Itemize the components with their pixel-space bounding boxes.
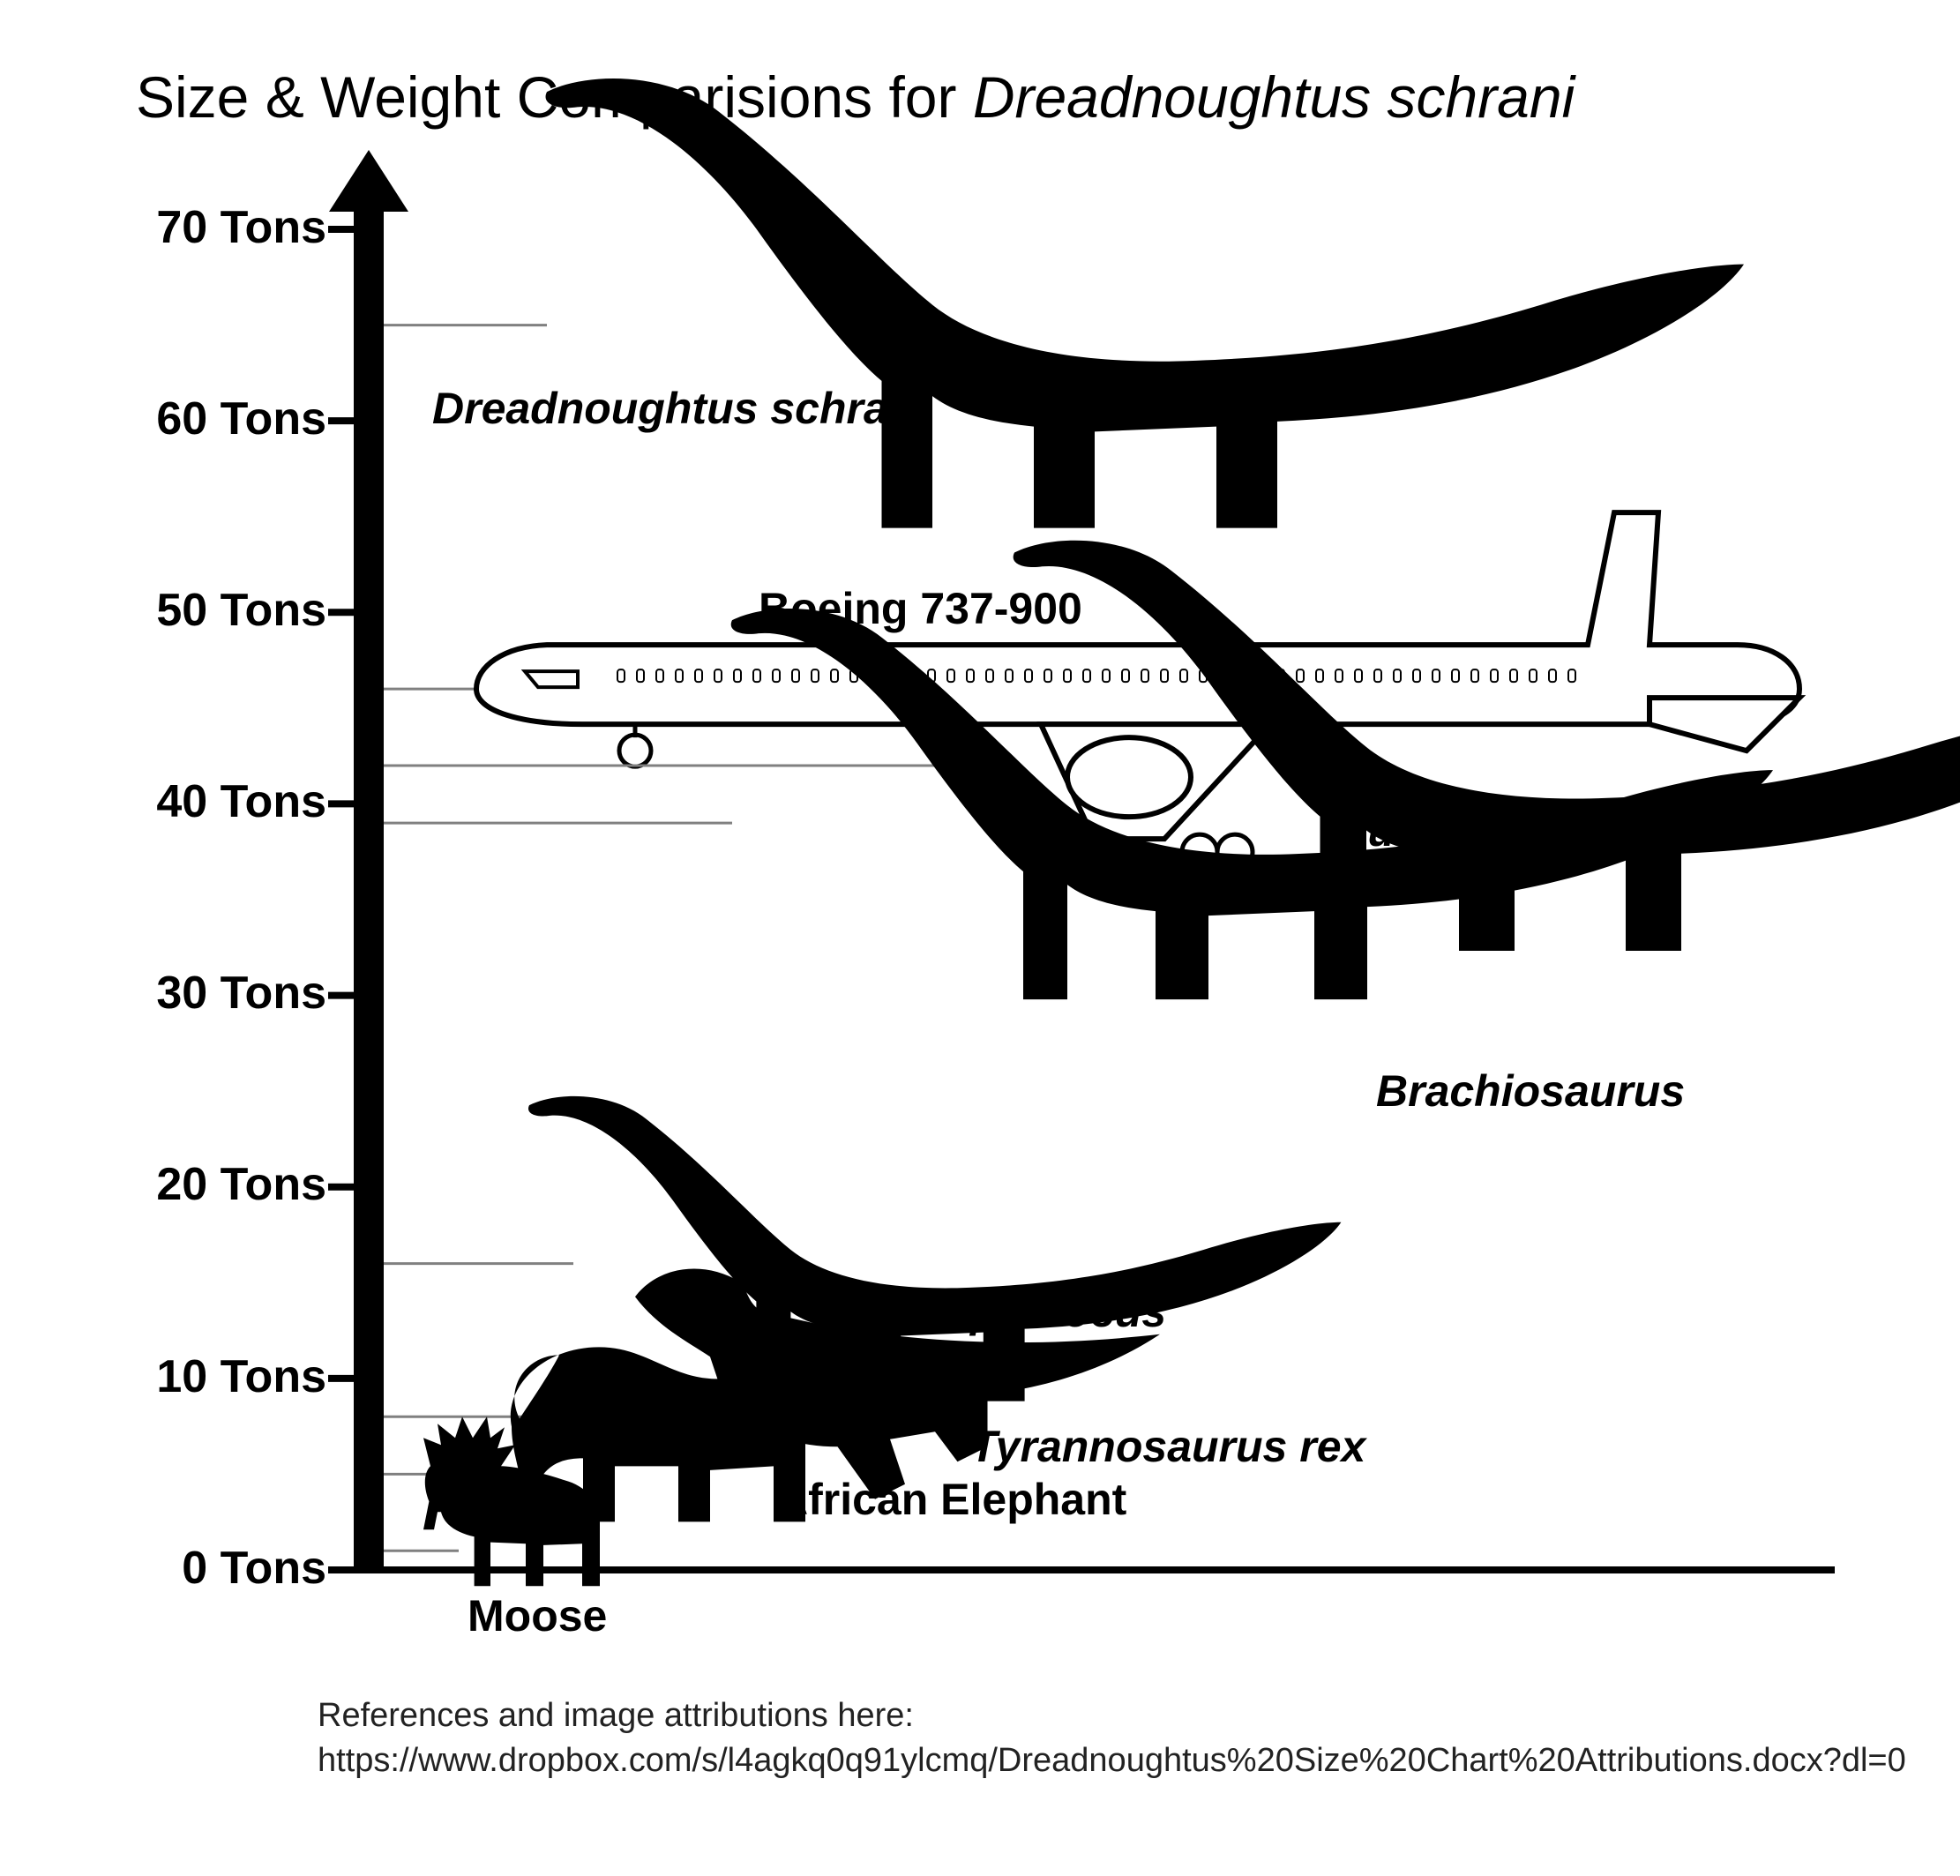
item-label: Brachiosaurus	[1376, 1065, 1685, 1117]
tick-label: 30 Tons	[156, 967, 326, 1020]
plane-engine	[1067, 737, 1191, 817]
silhouette	[546, 78, 1744, 528]
tick-label: 0 Tons	[182, 1542, 326, 1595]
tick-label: 20 Tons	[156, 1158, 326, 1211]
item-label: Moose	[468, 1590, 607, 1641]
chart-canvas: Size & Weight Comparisions for Dreadnoug…	[0, 0, 1960, 1876]
footer-line-1: References and image attributions here:	[318, 1693, 1906, 1738]
tick-label: 60 Tons	[156, 392, 326, 445]
tick-label: 70 Tons	[156, 201, 326, 254]
item-label: Dreadnoughtus schrani	[432, 383, 927, 434]
tick-label: 10 Tons	[156, 1350, 326, 1403]
tick-label: 50 Tons	[156, 584, 326, 637]
plane-body	[476, 512, 1799, 724]
item-label: Diplodocus	[926, 1286, 1166, 1337]
y-axis-arrow	[329, 150, 408, 212]
item-label: Tyrannosaurus rex	[970, 1421, 1365, 1472]
item-label: Futalognkosaurus	[1341, 805, 1723, 856]
footer: References and image attributions here: …	[318, 1693, 1906, 1784]
plane-nosegear	[619, 735, 651, 766]
plane-tailplane	[1650, 698, 1799, 751]
sauropod-icon	[546, 78, 1744, 528]
chart-svg	[0, 0, 1960, 1876]
footer-line-2: https://www.dropbox.com/s/l4agkq0q91ylcm…	[318, 1738, 1906, 1783]
item-label: Boeing 737-900	[759, 583, 1082, 634]
item-label: African Elephant	[776, 1474, 1126, 1525]
tick-label: 40 Tons	[156, 775, 326, 828]
y-axis-bar	[354, 210, 384, 1572]
